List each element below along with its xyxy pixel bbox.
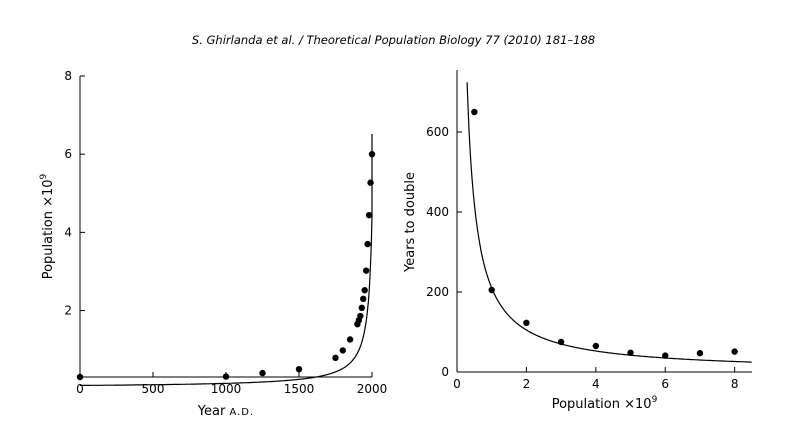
left-x-tick-label: 1500	[284, 382, 315, 396]
left-data-point	[367, 179, 374, 186]
left-data-point	[295, 365, 303, 373]
left-x-axis-label: Year A.D.	[197, 404, 254, 419]
left-y-tick-label: 4	[64, 225, 72, 239]
right-y-tick-label: 200	[426, 285, 449, 299]
left-data-point	[357, 312, 364, 320]
left-x-tick-label: 500	[142, 382, 165, 396]
right-data-point	[731, 348, 738, 355]
right-y-tick-label: 400	[426, 205, 449, 219]
right-data-point	[523, 319, 530, 326]
right-fit-curve	[466, 82, 752, 363]
left-data-point	[362, 267, 370, 274]
right-data-point	[592, 342, 600, 350]
left-x-tick-label: 0	[76, 382, 84, 396]
right-data-point	[627, 349, 634, 356]
right-data-point	[696, 350, 704, 357]
right-data-point	[471, 108, 478, 116]
left-data-point	[361, 287, 368, 294]
left-data-point	[76, 373, 84, 381]
left-data-point	[259, 369, 266, 377]
left-data-point	[360, 295, 367, 303]
left-data-point	[332, 354, 339, 362]
right-x-tick-label: 4	[592, 377, 600, 391]
left-x-tick-label: 2000	[357, 382, 388, 396]
left-x-tick-label: 1000	[211, 382, 242, 396]
left-fit-curve	[80, 134, 373, 386]
left-data-point	[365, 211, 373, 219]
journal-citation-header: S. Ghirlanda et al. / Theoretical Popula…	[191, 33, 596, 47]
left-data-point	[364, 240, 371, 248]
right-data-point	[557, 338, 565, 346]
right-y-tick-label: 600	[426, 125, 449, 139]
left-y-axis-label: Population ×109	[39, 173, 56, 279]
right-x-tick-label: 2	[523, 377, 531, 391]
left-y-tick-label: 6	[64, 147, 72, 161]
left-data-point	[346, 336, 354, 343]
right-y-tick-label: 0	[441, 365, 449, 379]
right-data-point	[662, 352, 669, 359]
right-x-tick-label: 8	[731, 377, 739, 391]
right-x-tick-label: 0	[453, 377, 461, 391]
left-y-tick-label: 2	[64, 304, 72, 318]
left-data-point	[222, 373, 230, 380]
right-x-tick-label: 6	[661, 377, 669, 391]
right-x-axis-label: Population ×109	[552, 395, 658, 412]
right-data-point	[488, 286, 495, 294]
left-data-point	[368, 150, 376, 158]
left-data-point	[358, 304, 365, 312]
left-y-tick-label: 8	[64, 69, 72, 83]
right-y-axis-label: Years to double	[403, 172, 418, 273]
left-data-point	[339, 347, 346, 354]
